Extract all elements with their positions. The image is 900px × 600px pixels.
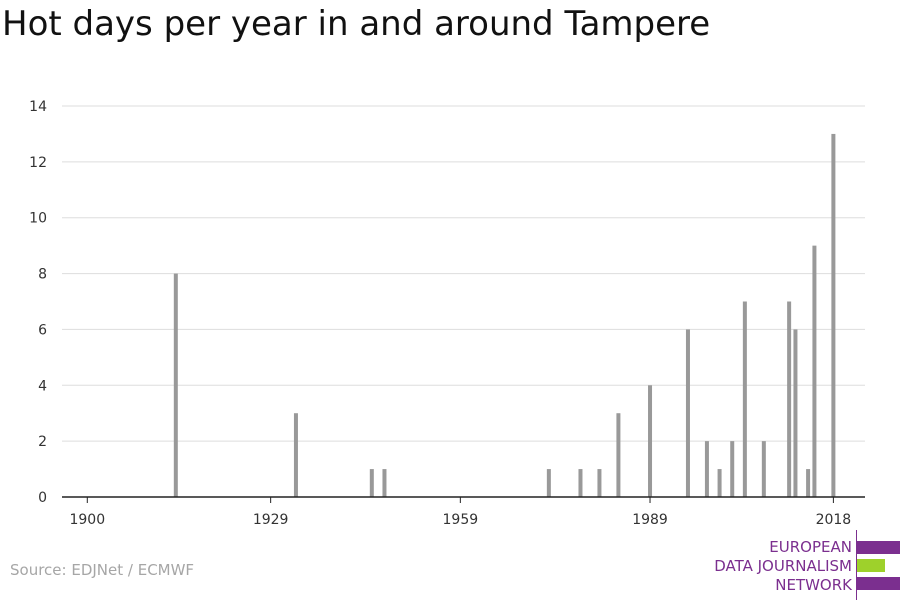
x-tick-label-1900: 1900 (69, 512, 105, 528)
bar-2007 (761, 441, 766, 497)
bar-2015 (812, 245, 817, 497)
y-tick-label-4: 4 (38, 378, 47, 394)
x-tick-label-1989: 1989 (632, 512, 668, 528)
y-tick-label-12: 12 (29, 155, 47, 171)
bars (173, 133, 836, 497)
logo-divider (856, 530, 857, 600)
logo-bar-purple-top (857, 541, 900, 554)
bar-1978 (578, 469, 583, 497)
y-tick-label-8: 8 (38, 267, 47, 283)
gridlines (62, 105, 865, 442)
y-tick-label-0: 0 (38, 490, 47, 506)
logo-text: EUROPEAN DATA JOURNALISM NETWORK (714, 538, 852, 595)
logo-bar-green (857, 559, 885, 572)
bar-2018 (831, 133, 836, 497)
x-tick-label-1959: 1959 (443, 512, 479, 528)
bar-1973 (546, 469, 551, 497)
source-note: Source: EDJNet / ECMWF (10, 561, 195, 579)
x-tick-label-1929: 1929 (253, 512, 289, 528)
y-tick-label-10: 10 (29, 211, 47, 227)
y-tick-label-2: 2 (38, 434, 47, 450)
logo-line-3: NETWORK (775, 576, 852, 594)
bar-1947 (382, 469, 387, 497)
bar-1989 (648, 385, 653, 497)
bar-2004 (742, 301, 747, 497)
bar-2002 (730, 441, 735, 497)
bar-1998 (704, 441, 709, 497)
bar-1981 (597, 469, 602, 497)
logo-line-1: EUROPEAN (769, 538, 852, 556)
bar-2000 (717, 469, 722, 497)
logo-bar-purple-bottom (857, 577, 900, 590)
bar-2014 (806, 469, 811, 497)
bar-1945 (369, 469, 374, 497)
edjnet-logo: EUROPEAN DATA JOURNALISM NETWORK (700, 530, 900, 600)
bar-2012 (793, 329, 798, 497)
logo-line-2: DATA JOURNALISM (714, 557, 852, 575)
x-tick-label-2018: 2018 (816, 512, 852, 528)
y-tick-label-6: 6 (38, 322, 47, 338)
bar-1914 (173, 273, 178, 497)
y-axis: 0 2 4 6 8 10 12 14 (29, 99, 47, 506)
bar-1995 (685, 329, 690, 497)
bar-1984 (616, 413, 621, 497)
bar-2011 (787, 301, 792, 497)
bar-1933 (293, 413, 298, 497)
x-axis: 1900 1929 1959 1989 2018 (62, 496, 865, 528)
chart-title: Hot days per year in and around Tampere (2, 4, 711, 44)
y-tick-label-14: 14 (29, 99, 47, 115)
